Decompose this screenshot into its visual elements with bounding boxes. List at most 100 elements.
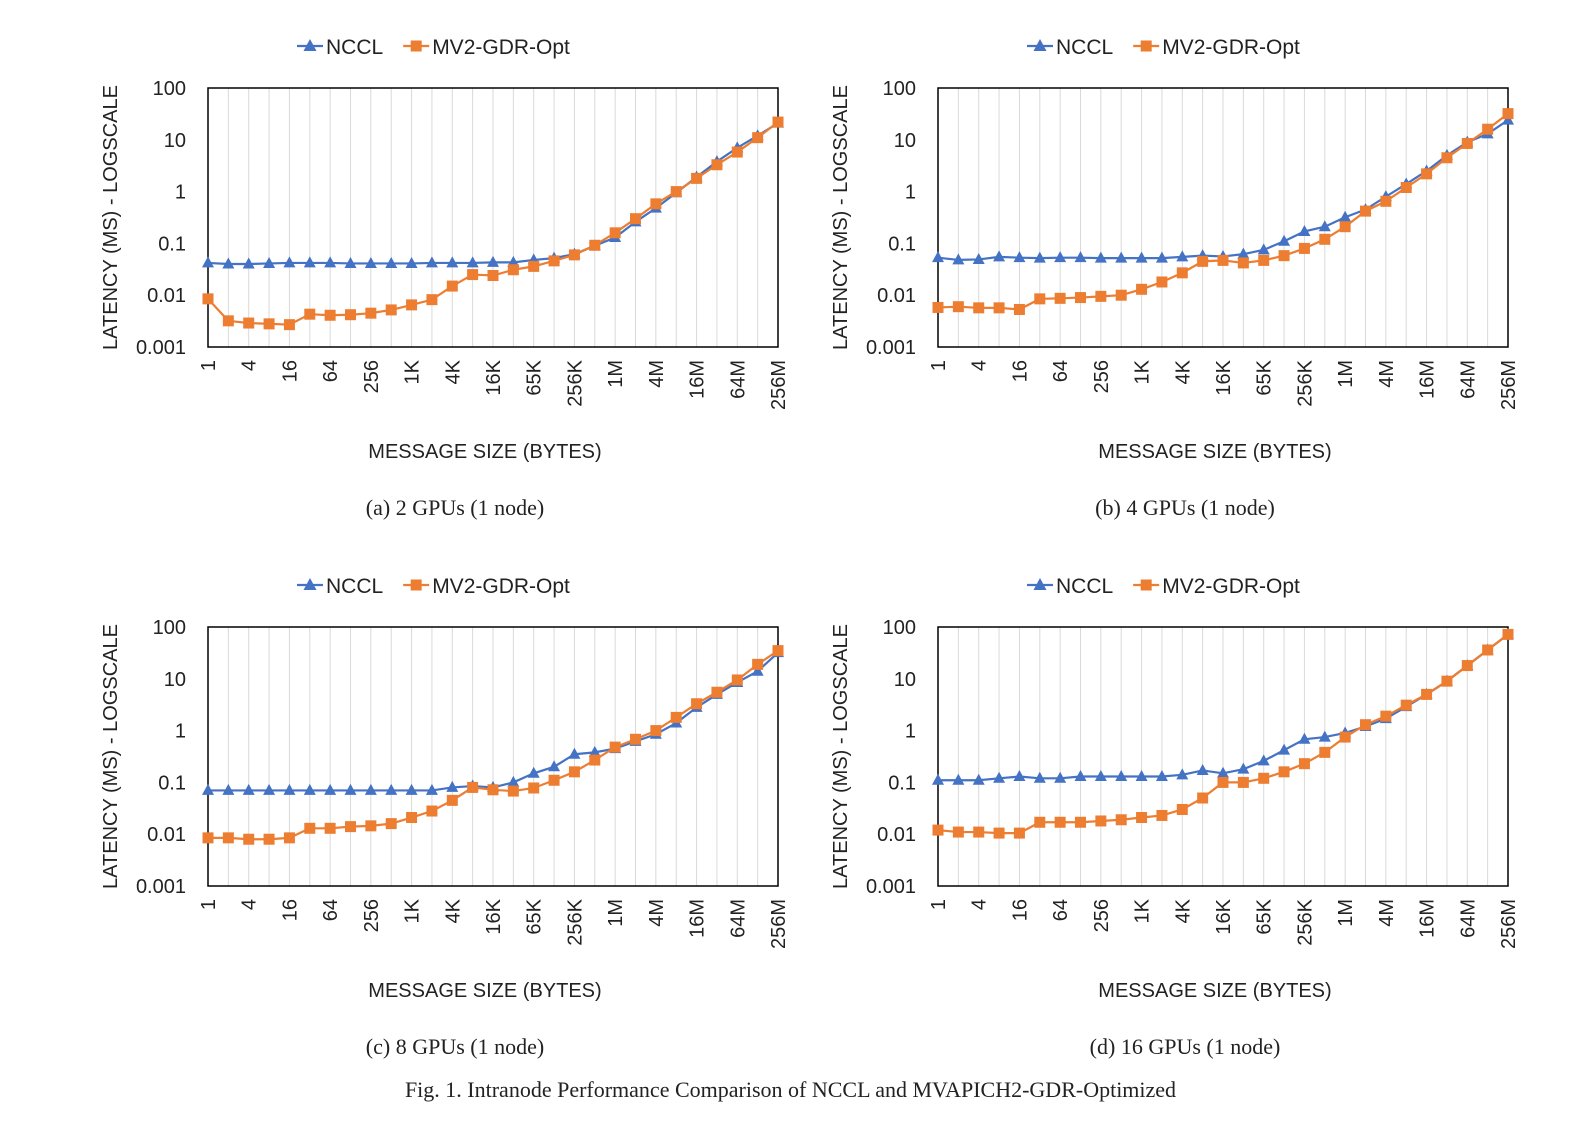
data-point <box>507 255 520 267</box>
data-point <box>1034 293 1046 305</box>
data-point <box>1196 763 1209 775</box>
data-point <box>1176 267 1188 279</box>
data-point <box>446 780 459 792</box>
data-point <box>425 783 438 795</box>
x-tick-label: 1K <box>1132 898 1154 923</box>
data-point <box>222 315 234 327</box>
data-point <box>324 783 337 795</box>
y-tick-label: 1 <box>905 182 916 204</box>
x-tick-label: 1M <box>605 360 627 388</box>
x-tick-label: 16 <box>1009 899 1031 921</box>
y-axis-label: LATENCY (MS) - LOGSCALE <box>830 85 852 350</box>
data-point <box>1115 289 1127 301</box>
x-tick-label: 256 <box>1091 899 1113 932</box>
x-tick-label: 4 <box>239 899 261 910</box>
data-point <box>222 783 235 795</box>
x-tick-label: 64 <box>1050 899 1072 921</box>
legend-marker <box>1033 39 1047 51</box>
y-axis-label: LATENCY (MS) - LOGSCALE <box>100 85 122 350</box>
data-point <box>1197 792 1209 804</box>
data-point <box>1135 769 1148 781</box>
x-tick-label: 65K <box>524 359 546 395</box>
y-tick-label: 100 <box>883 617 916 639</box>
y-tick-label: 10 <box>164 669 186 691</box>
data-point <box>487 255 499 267</box>
data-point <box>406 299 418 311</box>
data-point <box>1155 251 1168 263</box>
data-point <box>752 658 764 670</box>
data-point <box>1217 776 1229 788</box>
x-tick-label: 256K <box>1294 898 1316 945</box>
figure-caption: Fig. 1. Intranode Performance Comparison… <box>404 1077 1177 1102</box>
series-mv2-gdr-opt <box>202 116 784 331</box>
x-axis-label: MESSAGE SIZE (BYTES) <box>368 441 601 463</box>
data-point <box>1054 816 1066 828</box>
data-point <box>1461 660 1473 672</box>
y-tick-label: 0.001 <box>136 337 186 359</box>
data-point <box>711 159 723 171</box>
data-point <box>344 783 357 795</box>
legend-label: NCCL <box>326 36 383 59</box>
subcaption-c: (c) 8 GPUs (1 node) <box>365 1034 545 1059</box>
data-point <box>202 783 214 795</box>
legend-marker <box>303 578 317 590</box>
data-point <box>1502 628 1514 640</box>
x-tick-label: 16K <box>483 898 505 934</box>
data-point <box>467 269 479 281</box>
subcaption-b: (b) 4 GPUs (1 node) <box>1095 495 1275 520</box>
data-point <box>1421 688 1433 700</box>
legend-label: MV2-GDR-Opt <box>1162 575 1300 598</box>
legend-marker <box>303 39 317 51</box>
data-point <box>1421 168 1433 180</box>
data-point <box>589 239 601 251</box>
data-point <box>1013 827 1025 839</box>
data-point <box>426 805 438 817</box>
data-point <box>263 256 276 268</box>
data-point <box>1033 771 1046 783</box>
data-point <box>345 821 356 833</box>
data-point <box>609 227 621 239</box>
data-point <box>1094 769 1107 781</box>
x-tick-label: 16M <box>1417 360 1439 399</box>
legend: NCCL MV2-GDR-Opt <box>297 36 570 59</box>
data-point <box>1339 221 1351 233</box>
subcaption-a: (a) 2 GPUs (1 node) <box>365 495 545 520</box>
data-point <box>446 794 458 806</box>
data-point <box>1156 809 1168 821</box>
data-point <box>650 198 662 210</box>
data-point <box>1156 276 1168 288</box>
data-point <box>1095 815 1107 827</box>
data-point <box>385 818 397 830</box>
y-tick-label: 1 <box>175 721 186 743</box>
x-tick-label: 256M <box>1498 899 1520 949</box>
gridlines <box>957 88 1509 347</box>
data-point <box>1115 251 1128 263</box>
data-point <box>405 783 418 795</box>
data-point <box>1298 242 1310 254</box>
x-tick-label: 1M <box>1335 360 1357 388</box>
chart-panel-c: 0.001 0.01 0.1 1 10 100 1 4 16 64 256 1K 4K 16K 65K 256… <box>75 559 835 1059</box>
data-point <box>993 827 1005 839</box>
data-point <box>365 307 377 319</box>
data-point <box>1074 769 1087 781</box>
chart-svg-d: 0.001 0.01 0.1 1 10 100 1 4 16 64 256 1K 4K 16K 65K 256… <box>830 575 1520 1002</box>
chart-panel-d: 0.001 0.01 0.1 1 10 100 1 4 16 64 256 1K 4K 16K 65K 256… <box>805 559 1565 1059</box>
data-point <box>630 733 641 745</box>
data-point <box>1176 768 1189 780</box>
x-tick-label: 64M <box>1457 899 1479 938</box>
x-tick-label: 4K <box>442 898 464 923</box>
data-point <box>630 213 641 225</box>
data-point <box>1441 675 1453 687</box>
data-point <box>202 293 214 305</box>
data-point <box>263 833 275 845</box>
y-tick-label: 10 <box>164 130 186 152</box>
x-tick-label: 256K <box>564 898 586 945</box>
data-point <box>1054 292 1066 304</box>
y-axis-label: LATENCY (MS) - LOGSCALE <box>830 624 852 889</box>
data-point <box>952 253 965 265</box>
legend-label: NCCL <box>326 575 383 598</box>
data-point <box>425 256 438 268</box>
data-point <box>1318 730 1331 742</box>
data-point <box>487 784 499 796</box>
data-point <box>385 783 398 795</box>
